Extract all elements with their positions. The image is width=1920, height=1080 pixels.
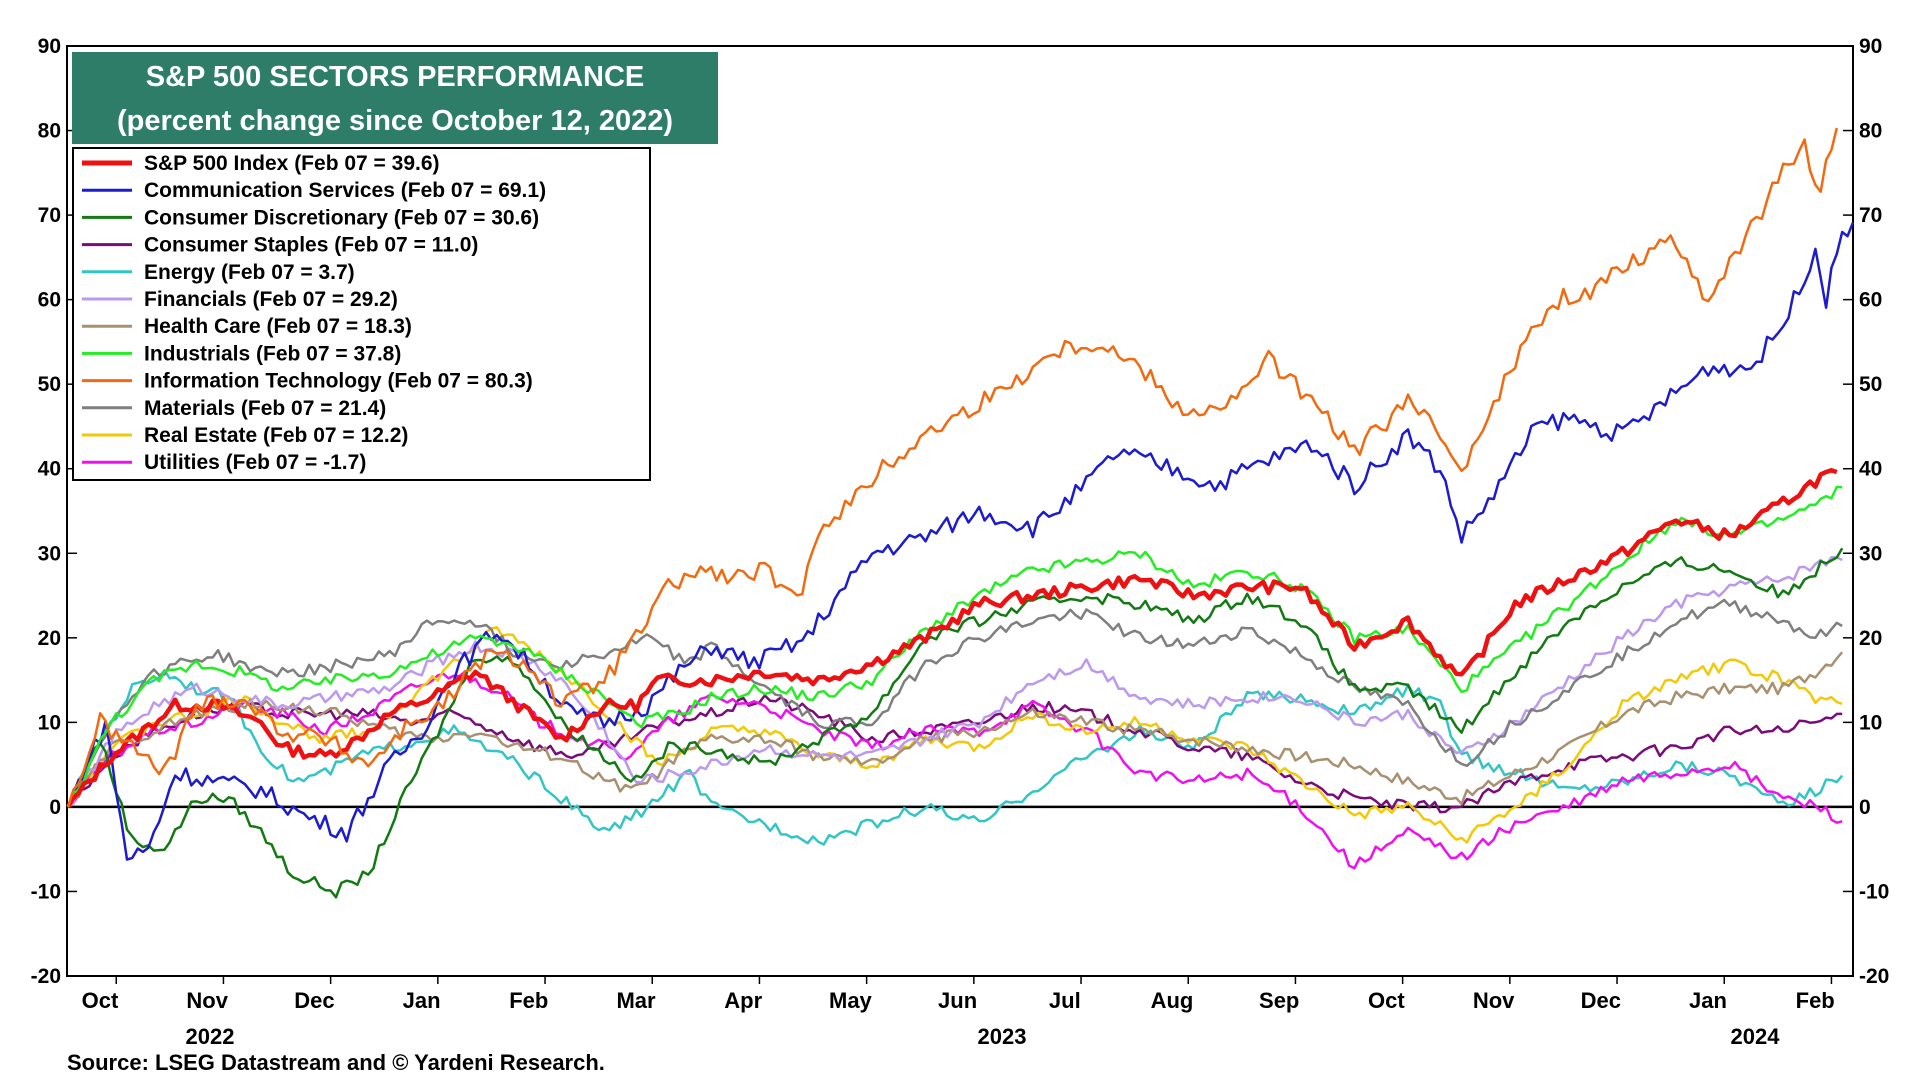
x-tick-label: Feb — [1796, 988, 1835, 1013]
legend-label: Information Technology (Feb 07 = 80.3) — [144, 370, 533, 393]
x-tick-label: Nov — [186, 988, 228, 1013]
legend-label: Industrials (Feb 07 = 37.8) — [144, 342, 401, 365]
x-tick-label: Dec — [294, 988, 334, 1013]
series-line — [66, 651, 1844, 808]
y-tick-label: 20 — [38, 627, 61, 650]
series-line — [66, 485, 1843, 808]
legend-label: Financials (Feb 07 = 29.2) — [144, 288, 398, 311]
legend: S&P 500 Index (Feb 07 = 39.6) Communicati… — [82, 152, 546, 474]
legend-label: Utilities (Feb 07 = -1.7) — [144, 451, 366, 474]
y-tick-label: -20 — [31, 965, 61, 988]
y-tick-label: 70 — [38, 204, 61, 227]
x-tick-label: Oct — [1368, 988, 1405, 1013]
legend-label: Energy (Feb 07 = 3.7) — [144, 261, 355, 284]
y-axis-left: -20 -10 0 10 20 30 40 50 60 70 80 90 — [31, 35, 77, 988]
series-line — [66, 669, 1844, 846]
x-tick-label: Jan — [403, 988, 441, 1013]
series-line — [66, 222, 1855, 861]
x-tick-label: May — [829, 988, 873, 1013]
x-tick-label: Mar — [616, 988, 656, 1013]
series-line — [66, 547, 1844, 899]
legend-label: Consumer Discretionary (Feb 07 = 30.6) — [144, 206, 539, 229]
y-tick-label: 70 — [1859, 204, 1882, 227]
x-tick-label: Jul — [1049, 988, 1081, 1013]
x-tick-label: Apr — [724, 988, 762, 1013]
series-line — [67, 625, 1843, 844]
series-line — [66, 468, 1838, 809]
y-tick-label: 40 — [1859, 458, 1882, 481]
x-tick-label: Jan — [1689, 988, 1727, 1013]
y-tick-label: 0 — [1859, 796, 1871, 819]
y-tick-label: 60 — [38, 289, 61, 312]
legend-label: Materials (Feb 07 = 21.4) — [144, 397, 386, 420]
legend-label: Communication Services (Feb 07 = 69.1) — [144, 179, 546, 202]
x-tick-label: Nov — [1473, 988, 1515, 1013]
x-tick-label: Jun — [938, 988, 977, 1013]
y-tick-label: 0 — [49, 796, 61, 819]
x-tick-label: Sep — [1259, 988, 1299, 1013]
y-tick-label: -20 — [1859, 965, 1889, 988]
x-axis: Oct Nov Dec Jan Feb Mar Apr May Jun Jul Aug Sep Oct N… — [82, 976, 1835, 1013]
legend-label: S&P 500 Index (Feb 07 = 39.6) — [144, 152, 440, 175]
x-tick-label: Oct — [82, 988, 119, 1013]
y-tick-label: 40 — [38, 458, 61, 481]
chart-title: S&P 500 SECTORS PERFORMANCE — [146, 61, 645, 93]
legend-label: Consumer Staples (Feb 07 = 11.0) — [144, 234, 478, 257]
y-tick-label: -10 — [31, 880, 61, 903]
y-tick-label: 60 — [1859, 289, 1882, 312]
y-tick-label: 20 — [1859, 627, 1882, 650]
x-tick-label: Feb — [509, 988, 548, 1013]
series-line — [67, 670, 1843, 870]
legend-label: Real Estate (Feb 07 = 12.2) — [144, 424, 408, 447]
y-axis-right: -20 -10 0 10 20 30 40 50 60 70 80 90 — [1843, 35, 1889, 988]
y-tick-label: 90 — [1859, 35, 1882, 58]
year-label: 2024 — [1731, 1024, 1781, 1049]
source-note: Source: LSEG Datastream and © Yardeni Re… — [67, 1050, 605, 1075]
y-tick-label: 30 — [1859, 542, 1882, 565]
year-label: 2023 — [978, 1024, 1027, 1049]
y-tick-label: 10 — [1859, 711, 1882, 734]
title-box — [72, 52, 718, 144]
y-tick-label: 50 — [1859, 373, 1882, 396]
series-line — [66, 598, 1843, 808]
y-tick-label: 50 — [38, 373, 61, 396]
chart-subtitle: (percent change since October 12, 2022) — [117, 105, 673, 137]
series-line — [66, 127, 1839, 808]
y-tick-label: 80 — [1859, 120, 1882, 143]
legend-label: Health Care (Feb 07 = 18.3) — [144, 315, 412, 338]
series-lines — [66, 127, 1855, 899]
y-tick-label: 80 — [38, 120, 61, 143]
x-tick-label: Dec — [1581, 988, 1621, 1013]
y-tick-label: 90 — [38, 35, 61, 58]
series-line — [67, 555, 1843, 808]
series-line — [67, 694, 1843, 814]
year-label: 2022 — [186, 1024, 235, 1049]
y-tick-label: 30 — [38, 542, 61, 565]
y-tick-label: 10 — [38, 711, 61, 734]
y-tick-label: -10 — [1859, 880, 1889, 903]
x-tick-label: Aug — [1151, 988, 1194, 1013]
legend-box — [72, 147, 651, 481]
